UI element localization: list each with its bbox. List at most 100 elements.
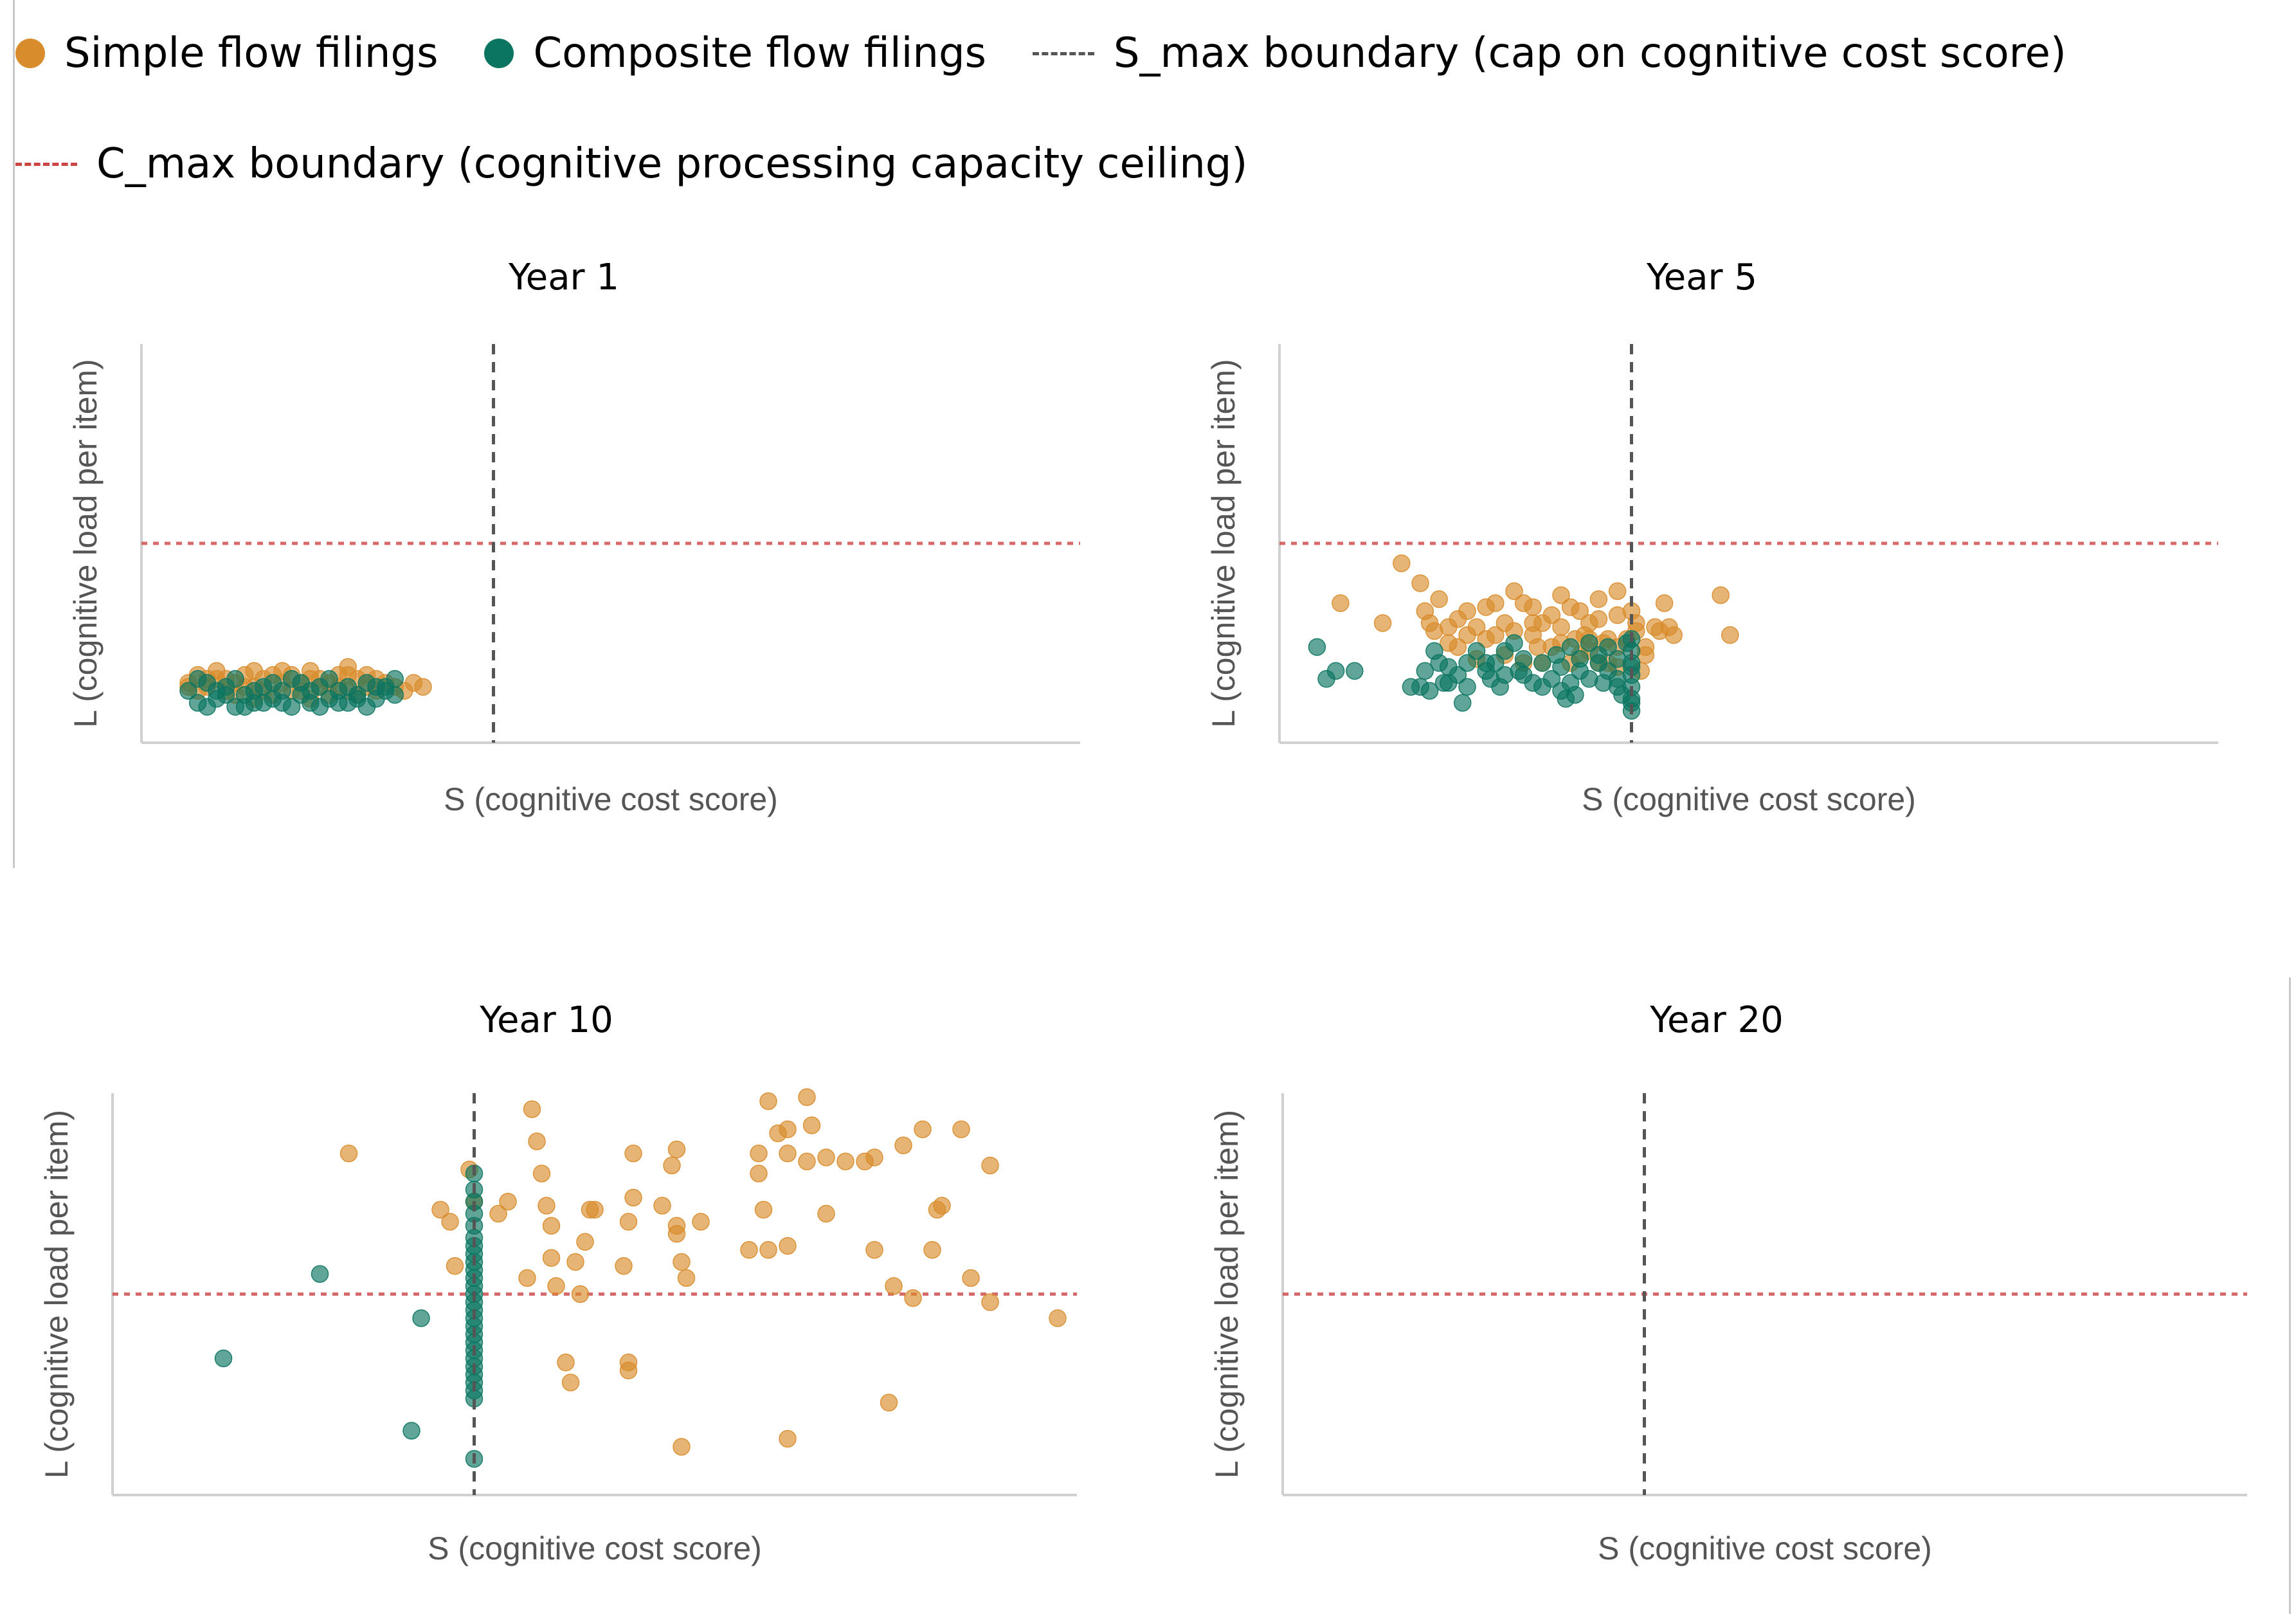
x-axis-label: S (cognitive cost score): [1598, 1530, 1932, 1566]
simple-point: [1533, 614, 1551, 632]
y-axis-label: L (cognitive load per item): [1206, 359, 1242, 727]
chart-title: Year 10: [479, 999, 613, 1041]
simple-point: [817, 1148, 835, 1166]
chart-title: Year 20: [1649, 999, 1784, 1041]
composite-point: [1580, 634, 1598, 652]
composite-point: [1458, 678, 1476, 696]
x-axis-label: S (cognitive cost score): [444, 781, 778, 817]
simple-point: [1373, 614, 1392, 632]
simple-point: [431, 1201, 449, 1219]
simple-point: [1571, 602, 1589, 621]
legend-item-simple: Simple flow filings: [15, 30, 438, 77]
composite-point: [320, 670, 338, 688]
simple-point: [339, 658, 357, 676]
simple-point: [779, 1429, 797, 1448]
composite-point: [311, 698, 329, 716]
composite-point: [311, 1265, 329, 1283]
simple-point: [692, 1213, 710, 1231]
composite-point: [367, 678, 385, 696]
composite-point: [1458, 654, 1476, 672]
simple-point: [759, 1092, 777, 1111]
simple-point: [802, 1116, 821, 1134]
simple-point: [1721, 626, 1739, 644]
simple-point: [779, 1237, 797, 1255]
composite-point: [386, 670, 404, 688]
simple-point: [663, 1156, 681, 1175]
left-edge-rule: [13, 0, 15, 868]
simple-point: [750, 1165, 768, 1183]
composite-point: [273, 694, 291, 712]
simple-point: [779, 1120, 797, 1138]
panel-year-10: Year 10 S (cognitive cost score) L (cognit…: [13, 990, 1106, 1595]
chart-year-5: Year 5 S (cognitive cost score) L (cogniti…: [1206, 257, 2218, 817]
simple-point: [894, 1136, 912, 1154]
composite-point: [217, 685, 235, 704]
composite-point: [1453, 694, 1472, 712]
composite-point: [292, 674, 310, 692]
simple-point: [1552, 618, 1570, 636]
simple-point: [798, 1152, 816, 1170]
simple-point: [667, 1217, 686, 1235]
simple-point: [1589, 590, 1608, 608]
simple-point: [1449, 638, 1467, 656]
simple-point: [1552, 586, 1570, 604]
simple-point: [615, 1257, 633, 1275]
legend-label-composite: Composite flow filings: [533, 30, 986, 77]
composite-point: [348, 690, 366, 708]
panel-year-1: Year 1 S (cognitive cost score) L (cogniti…: [39, 244, 1106, 836]
composite-point: [1346, 662, 1364, 680]
simple-point: [446, 1257, 464, 1275]
simple-point: [933, 1197, 951, 1215]
composite-point: [1552, 658, 1570, 676]
chart-year-10: Year 10 S (cognitive cost score) L (cognit…: [39, 999, 1077, 1566]
composite-point: [255, 694, 273, 712]
simple-point: [619, 1213, 638, 1231]
simple-point: [880, 1393, 898, 1411]
panel-year-5: Year 5 S (cognitive cost score) L (cogniti…: [1177, 244, 2244, 836]
legend-item-cmax: C_max boundary (cognitive processing cap…: [15, 140, 1247, 188]
simple-point: [542, 1217, 561, 1235]
simple-point: [904, 1289, 922, 1307]
simple-point: [798, 1088, 816, 1106]
x-axis-label: S (cognitive cost score): [1582, 781, 1916, 817]
simple-point: [750, 1145, 768, 1163]
simple-point: [653, 1197, 671, 1215]
composite-point: [1514, 650, 1533, 668]
composite-point: [1505, 634, 1523, 652]
simple-point: [532, 1165, 551, 1183]
composite-point: [1326, 662, 1345, 680]
simple-point: [1487, 594, 1505, 612]
composite-point: [179, 682, 197, 700]
simple-point: [836, 1152, 854, 1170]
composite-point: [1589, 646, 1608, 664]
right-edge-rule: [2289, 977, 2291, 1614]
simple-point: [624, 1188, 642, 1207]
simple-point: [1650, 622, 1669, 640]
simple-point: [677, 1269, 696, 1287]
composite-point: [1420, 682, 1439, 700]
composite-point: [1608, 678, 1627, 696]
legend-row-1: Simple flow filings Composite flow filin…: [15, 18, 2113, 89]
simple-point: [1458, 602, 1476, 621]
simple-point: [1430, 590, 1448, 608]
simple-point: [914, 1120, 932, 1138]
simple-point: [759, 1241, 777, 1259]
simple-point: [740, 1241, 758, 1259]
chart-title: Year 1: [508, 257, 619, 298]
simple-point: [624, 1145, 642, 1163]
simple-marker-icon: [15, 39, 45, 68]
chart-year-1: Year 1 S (cognitive cost score) L (cogniti…: [68, 257, 1080, 817]
composite-point: [1477, 654, 1495, 672]
simple-point: [981, 1156, 999, 1175]
smax-line-icon: [1032, 51, 1094, 55]
simple-point: [1049, 1309, 1067, 1327]
simple-point: [538, 1197, 556, 1215]
simple-point: [566, 1253, 584, 1271]
composite-point: [1467, 642, 1486, 660]
y-axis-label: L (cognitive load per item): [68, 359, 104, 727]
cmax-line-icon: [15, 162, 77, 166]
simple-point: [404, 674, 423, 692]
simple-point: [1524, 598, 1542, 616]
simple-point: [489, 1204, 507, 1223]
composite-point: [198, 698, 216, 716]
